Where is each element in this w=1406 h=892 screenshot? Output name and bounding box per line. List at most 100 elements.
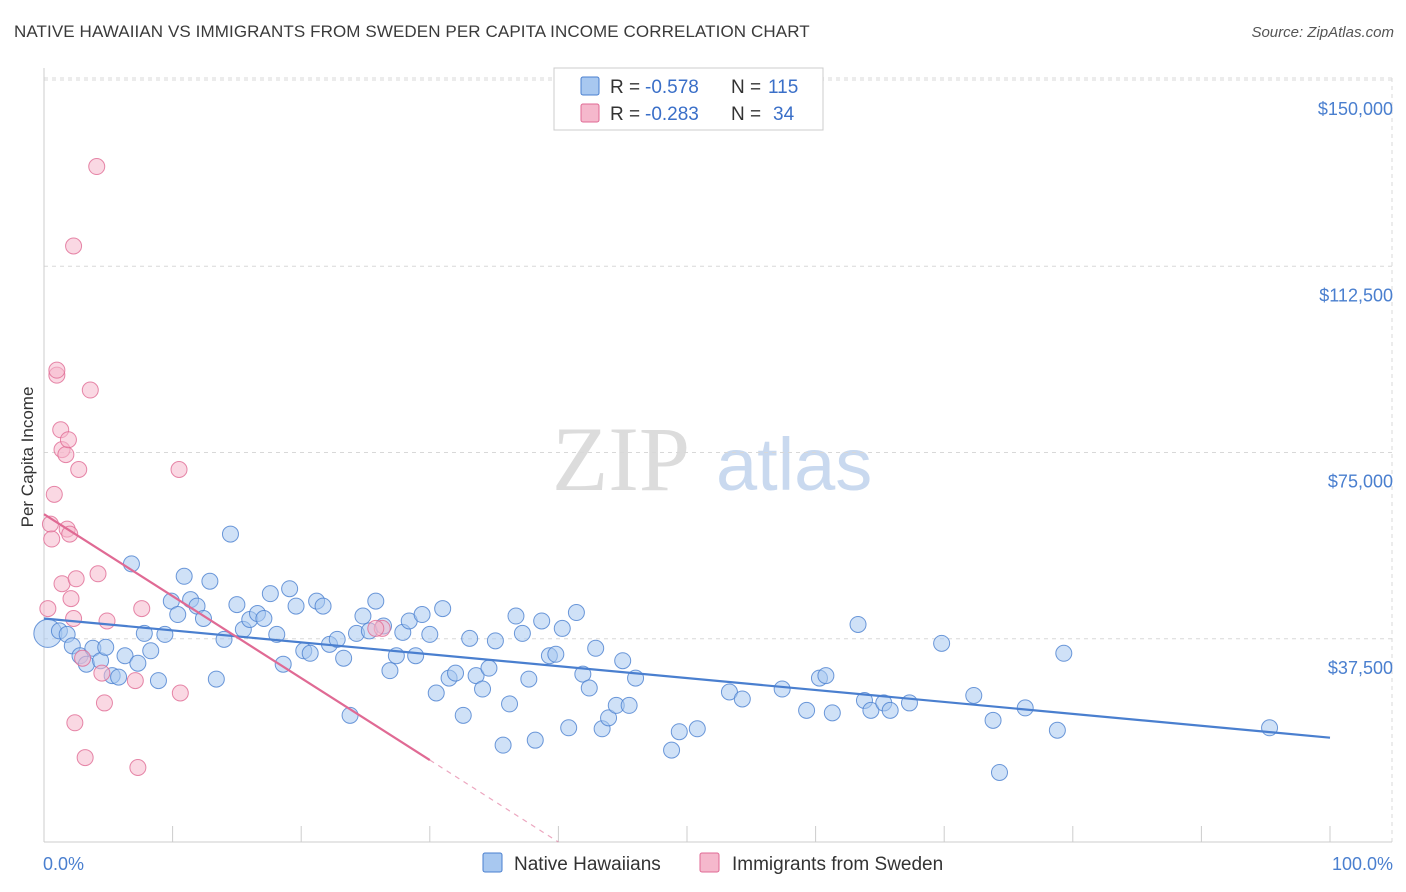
legend-native-hawaiians-swatch [482,852,503,873]
series-legend: Native Hawaiians Immigrants from Sweden [482,852,943,875]
sweden-point-2 [43,530,61,548]
sweden-point-14 [65,610,83,627]
native-hawaiian-point-70 [507,607,525,625]
sweden-point-3 [45,485,63,503]
y-tick-label-0: $37,500 [1328,658,1393,678]
sweden-point-20 [81,381,99,399]
legend-blue-n-label: N = [731,77,761,98]
native-hawaiian-point-81 [580,679,598,697]
native-hawaiian-point-39 [301,644,319,662]
native-hawaiian-point-74 [533,612,551,630]
y-tick-labels: $37,500 $75,000 $112,500 $150,000 [1318,99,1393,678]
native-hawaiian-point-93 [733,690,751,708]
native-hawaiian-point-89 [663,741,681,759]
legend-blue-r-label: R = [610,77,640,98]
native-hawaiian-point-71 [513,624,531,642]
native-hawaiian-point-95 [798,701,816,719]
sweden-point-9 [57,446,75,464]
native-hawaiian-point-24 [201,572,219,590]
legend-blue-r-value: -0.578 [645,77,699,98]
legend-pink-r-label: R = [610,104,640,125]
sweden-point-18 [74,649,92,667]
y-tick-label-1: $75,000 [1328,472,1393,492]
sweden-point-27 [129,759,147,776]
x-tick-min: 0.0% [43,854,84,874]
native-hawaiian-point-16 [149,672,167,690]
sweden-point-8 [53,575,71,593]
series-native-hawaiians [33,525,1279,781]
axes [43,68,1392,843]
sweden-point-28 [133,600,151,618]
trend-line-1 [43,513,431,761]
sweden-point-19 [76,749,94,767]
native-hawaiian-point-77 [553,619,571,637]
native-hawaiian-point-107 [984,711,1002,729]
trend-lines [43,513,1331,843]
native-hawaiian-point-72 [520,670,538,688]
native-hawaiian-point-66 [480,659,498,677]
native-hawaiian-point-101 [862,701,880,719]
chart-title: NATIVE HAWAIIAN VS IMMIGRANTS FROM SWEDE… [14,22,810,41]
native-hawaiian-point-55 [407,647,425,665]
native-hawaiian-point-103 [881,701,899,719]
native-hawaiian-point-28 [228,596,246,614]
native-hawaiian-point-25 [207,670,225,688]
native-hawaiian-point-19 [169,606,187,624]
sweden-point-13 [62,590,80,608]
correlation-legend: R = -0.578 N = 115 R = -0.283 N = 34 [553,67,824,131]
native-hawaiian-point-68 [494,736,512,754]
native-hawaiian-point-34 [268,625,286,643]
sweden-point-16 [67,570,85,588]
native-hawaiian-point-13 [129,654,147,672]
legend-pink-n-value: 34 [773,104,795,125]
y-axis-label: Per Capita Income [18,387,37,528]
native-hawaiian-point-90 [670,723,688,741]
native-hawaiian-point-91 [688,720,706,738]
native-hawaiian-point-27 [221,525,239,543]
native-hawaiian-point-99 [849,615,867,633]
native-hawaiian-point-87 [620,696,638,714]
native-hawaiian-point-65 [474,680,492,698]
native-hawaiian-point-47 [354,607,372,625]
native-hawaiian-point-41 [314,597,332,615]
sweden-point-0 [39,600,57,618]
native-hawaiian-point-57 [421,625,439,643]
sweden-point-26 [126,672,144,690]
sweden-point-21 [88,158,106,176]
native-hawaiian-point-62 [454,706,472,724]
native-hawaiian-point-14 [135,624,153,642]
native-hawaiian-point-80 [574,665,592,683]
native-hawaiian-point-58 [427,684,445,702]
native-hawaiian-point-36 [281,580,299,598]
native-hawaiian-point-76 [547,645,565,663]
legend-pink-r-value: -0.283 [645,104,699,125]
y-tick-label-2: $112,500 [1319,285,1393,305]
source-label: Source: ZipAtlas.com [1251,24,1394,41]
native-hawaiian-point-15 [142,642,160,660]
native-hawaiian-point-73 [526,731,544,749]
native-hawaiian-point-110 [1048,721,1066,739]
sweden-point-11 [59,431,77,449]
native-hawaiian-point-106 [965,686,983,704]
native-hawaiian-point-78 [560,719,578,737]
sweden-point-30 [171,684,189,702]
sweden-point-5 [48,361,66,379]
legend-immigrants-sweden-label: Immigrants from Sweden [732,854,943,875]
native-hawaiian-point-69 [501,695,519,713]
native-hawaiian-point-8 [97,638,115,656]
sweden-point-15 [66,714,84,732]
native-hawaiian-point-20 [175,567,193,585]
y-tick-label-3: $150,000 [1318,99,1393,119]
sweden-point-24 [95,694,113,712]
watermark-zip: ZIP [552,408,690,510]
native-hawaiian-point-10 [110,668,128,686]
sweden-point-33 [367,619,385,637]
native-hawaiian-point-11 [116,647,134,665]
sweden-point-31 [65,237,83,255]
native-hawaiian-point-97 [817,667,835,685]
native-hawaiian-point-49 [367,592,385,610]
sweden-point-17 [70,461,88,478]
native-hawaiian-point-108 [990,763,1008,781]
native-hawaiian-point-51 [381,662,399,680]
native-hawaiian-point-43 [328,630,346,648]
